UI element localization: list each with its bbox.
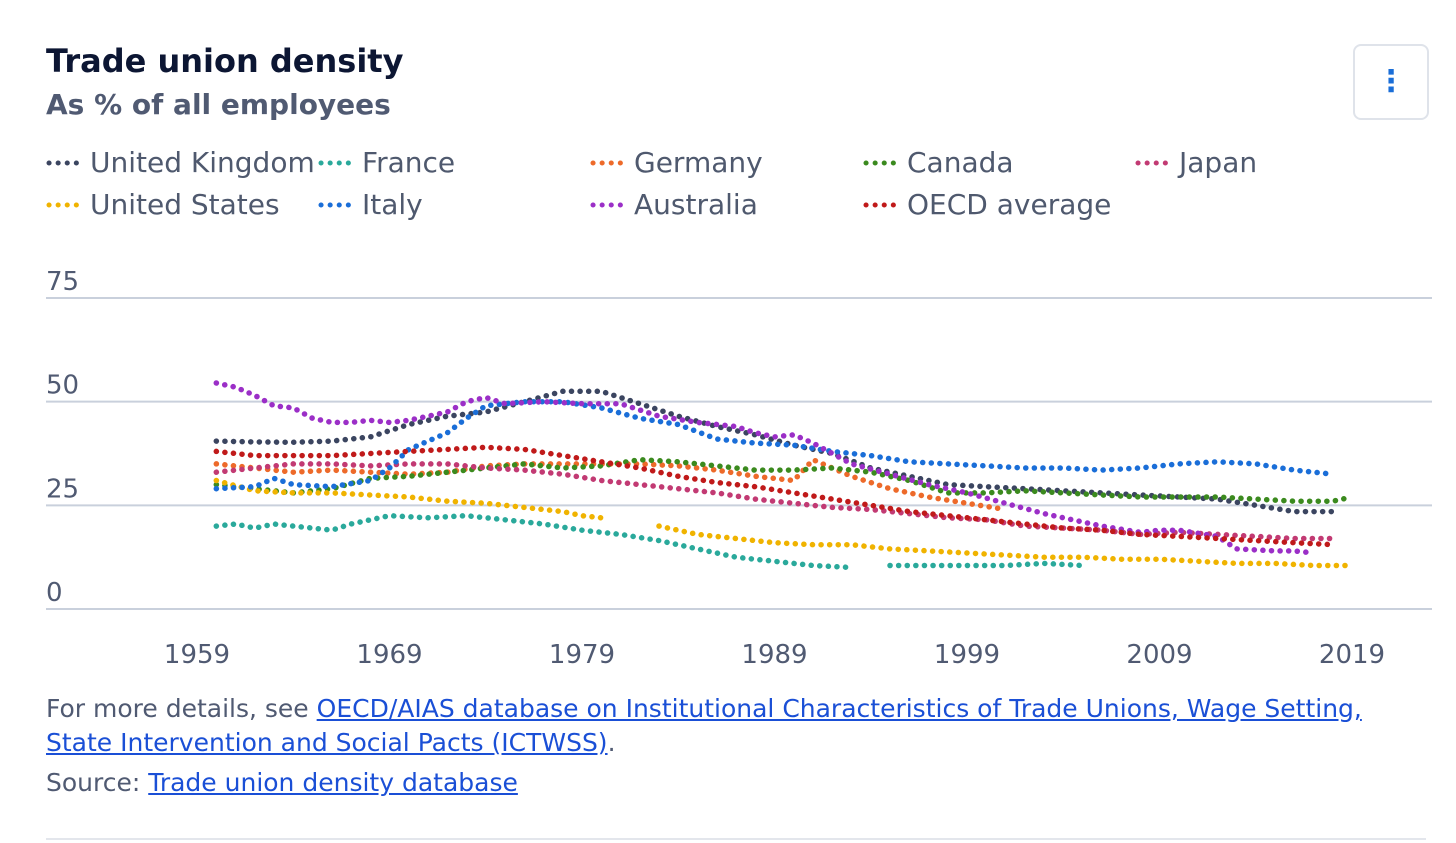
x-tick-label: 1979	[549, 640, 615, 670]
legend-label: OECD average	[907, 188, 1112, 221]
legend-item-australia[interactable]: Australia	[590, 188, 758, 221]
ictwss-database-link[interactable]: OECD/AIAS database on Institutional Char…	[46, 694, 1362, 757]
more-vertical-icon: ⋮	[1376, 64, 1406, 99]
x-tick-label: 2019	[1319, 640, 1385, 670]
legend-swatch-icon	[590, 159, 624, 167]
legend-swatch-icon	[863, 201, 897, 209]
footnote: For more details, see OECD/AIAS database…	[46, 692, 1406, 760]
legend-item-canada[interactable]: Canada	[863, 146, 1014, 179]
legend-swatch-icon	[590, 201, 624, 209]
footnote-prefix: For more details, see	[46, 694, 317, 723]
chart-legend: United Kingdom France Germany Canada Jap…	[46, 146, 1426, 236]
legend-swatch-icon	[863, 159, 897, 167]
series-line-canada	[213, 456, 1355, 504]
legend-swatch-icon	[46, 201, 80, 209]
legend-label: Italy	[362, 188, 423, 221]
series-line-oecd-average	[213, 444, 1336, 548]
y-tick-label: 25	[46, 474, 79, 504]
y-tick-label: 0	[46, 578, 63, 608]
more-options-button[interactable]: ⋮	[1353, 44, 1429, 120]
legend-label: Germany	[634, 146, 763, 179]
legend-label: Canada	[907, 146, 1014, 179]
y-tick-label: 75	[46, 267, 79, 297]
legend-label: Japan	[1179, 146, 1258, 179]
legend-item-japan[interactable]: Japan	[1135, 146, 1257, 179]
legend-swatch-icon	[318, 159, 352, 167]
legend-item-united-kingdom[interactable]: United Kingdom	[46, 146, 315, 179]
legend-item-germany[interactable]: Germany	[590, 146, 763, 179]
chart-subtitle: As % of all employees	[46, 88, 391, 121]
y-tick-label: 50	[46, 371, 79, 401]
series-line-italy	[213, 398, 1336, 492]
series-line-france	[887, 560, 1086, 569]
legend-label: United Kingdom	[90, 146, 315, 179]
legend-label: Australia	[634, 188, 758, 221]
legend-item-oecd-average[interactable]: OECD average	[863, 188, 1111, 221]
legend-item-france[interactable]: France	[318, 146, 455, 179]
x-tick-label: 1969	[356, 640, 422, 670]
series-line-united-kingdom	[213, 388, 1336, 515]
source-line: Source: Trade union density database	[46, 766, 518, 800]
legend-item-united-states[interactable]: United States	[46, 188, 280, 221]
chart-title: Trade union density	[46, 42, 404, 80]
legend-label: France	[362, 146, 456, 179]
source-database-link[interactable]: Trade union density database	[148, 768, 518, 797]
x-tick-label: 2009	[1126, 640, 1192, 670]
series-line-japan	[213, 461, 1336, 542]
legend-swatch-icon	[318, 201, 352, 209]
legend-swatch-icon	[1135, 159, 1169, 167]
series-line-united-states	[656, 523, 1355, 569]
source-prefix: Source:	[46, 768, 149, 797]
line-chart: 0 25 50 75 1959 1969 1979 1989 1999 2009 2019	[46, 267, 1432, 670]
legend-swatch-icon	[46, 159, 80, 167]
x-tick-label: 1999	[934, 640, 1000, 670]
series-line-united-states	[213, 477, 605, 521]
legend-item-italy[interactable]: Italy	[318, 188, 423, 221]
series-line-australia	[213, 380, 1317, 556]
x-tick-label: 1989	[741, 640, 807, 670]
x-tick-label: 1959	[164, 640, 230, 670]
footnote-suffix: .	[607, 728, 616, 757]
legend-label: United States	[90, 188, 280, 221]
series-line-france	[213, 512, 855, 571]
bottom-divider	[46, 838, 1426, 840]
